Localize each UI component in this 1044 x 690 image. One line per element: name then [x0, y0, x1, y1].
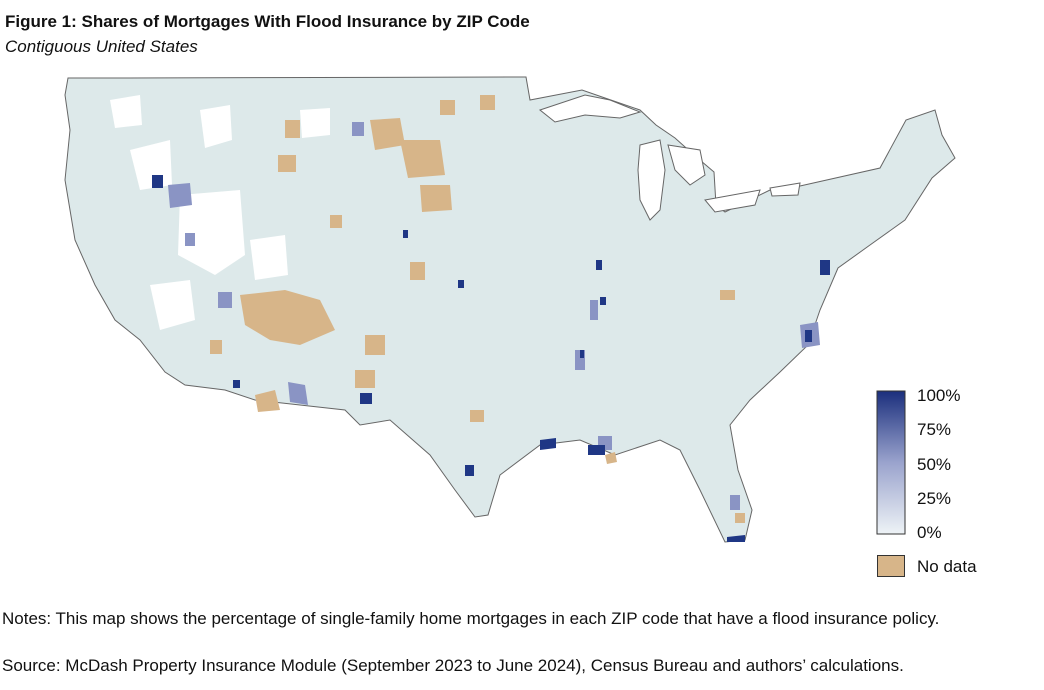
no-data-label: No data [917, 557, 977, 576]
figure-title: Figure 1: Shares of Mortgages With Flood… [5, 12, 530, 31]
us-flood-insurance-map [64, 76, 956, 543]
legend-tick-25: 25% [917, 489, 952, 508]
great-lakes [538, 94, 801, 221]
figure-subtitle: Contiguous United States [5, 37, 198, 56]
no-data-areas [210, 95, 745, 523]
source-text: Source: McDash Property Insurance Module… [2, 656, 904, 675]
legend-tick-0: 0% [917, 523, 942, 542]
legend-tick-75: 75% [917, 420, 952, 439]
medium-share-areas [168, 122, 820, 510]
legend-tick-50: 50% [917, 455, 952, 474]
contiguous-us-landmass [64, 76, 956, 543]
high-share-areas [152, 175, 830, 542]
no-data-swatch [877, 555, 905, 577]
legend-tick-100: 100% [917, 386, 961, 405]
legend-scale-bar [876, 390, 906, 535]
notes-text: Notes: This map shows the percentage of … [2, 609, 940, 628]
sparse-data-areas [110, 95, 330, 330]
